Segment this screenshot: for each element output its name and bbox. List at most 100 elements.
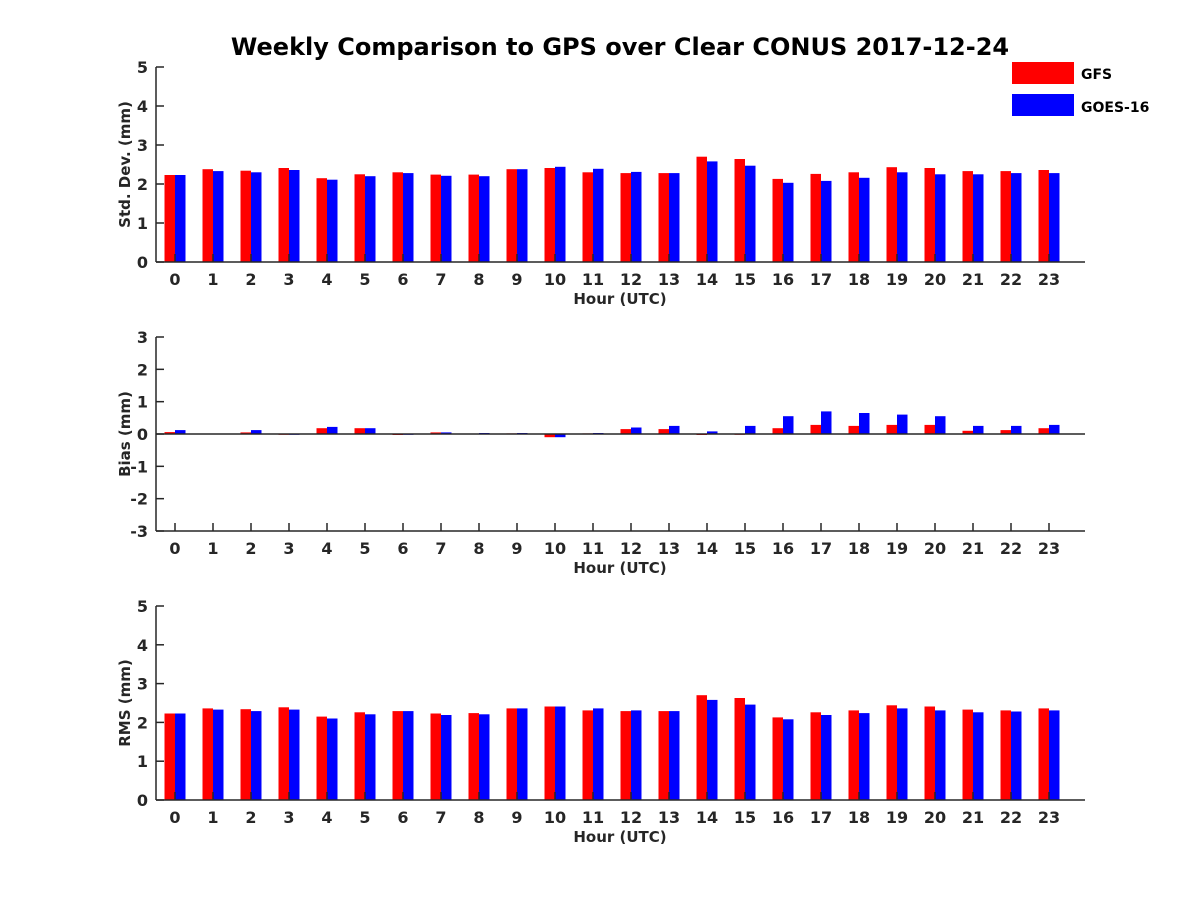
x-tick-label: 16 xyxy=(772,808,794,827)
bar-goes16-hour-4 xyxy=(327,718,338,800)
bar-goes16-hour-15 xyxy=(745,425,756,434)
bar-gfs-hour-21 xyxy=(962,430,973,434)
x-tick-label: 5 xyxy=(359,808,370,827)
y-tick-label: 0 xyxy=(137,791,148,810)
bar-goes16-hour-2 xyxy=(251,430,262,434)
y-tick-label: 3 xyxy=(137,675,148,694)
bar-goes16-hour-9 xyxy=(517,169,528,262)
bar-gfs-hour-8 xyxy=(468,713,479,800)
x-tick-label: 5 xyxy=(359,539,370,558)
bar-goes16-hour-5 xyxy=(365,176,376,262)
bar-gfs-hour-1 xyxy=(202,169,213,262)
y-tick-label: -1 xyxy=(130,457,148,476)
x-tick-label: 14 xyxy=(696,270,718,289)
x-tick-label: 15 xyxy=(734,539,756,558)
x-tick-label: 21 xyxy=(962,808,984,827)
bar-goes16-hour-20 xyxy=(935,174,946,263)
bar-gfs-hour-3 xyxy=(278,707,289,800)
bar-gfs-hour-23 xyxy=(1038,170,1049,262)
bar-gfs-hour-2 xyxy=(240,709,251,800)
bar-gfs-hour-11 xyxy=(582,710,593,800)
bar-gfs-hour-12 xyxy=(620,429,631,434)
bar-gfs-hour-21 xyxy=(962,709,973,800)
x-tick-label: 10 xyxy=(544,539,566,558)
bar-goes16-hour-19 xyxy=(897,414,908,434)
bar-goes16-hour-7 xyxy=(441,432,452,434)
bar-gfs-hour-23 xyxy=(1038,708,1049,800)
y-tick-label: 2 xyxy=(137,360,148,379)
bar-gfs-hour-3 xyxy=(278,168,289,262)
bar-goes16-hour-5 xyxy=(365,714,376,800)
x-tick-label: 10 xyxy=(544,808,566,827)
bar-gfs-hour-7 xyxy=(430,713,441,800)
y-axis-label: Bias (mm) xyxy=(116,391,134,477)
x-tick-label: 19 xyxy=(886,808,908,827)
legend-swatch-gfs xyxy=(1012,62,1074,84)
bar-goes16-hour-4 xyxy=(327,426,338,434)
x-tick-label: 12 xyxy=(620,270,642,289)
bar-gfs-hour-5 xyxy=(354,712,365,800)
y-tick-label: -3 xyxy=(130,522,148,541)
x-tick-label: 16 xyxy=(772,270,794,289)
legend: GFS GOES-16 xyxy=(1012,62,1149,116)
bar-gfs-hour-20 xyxy=(924,424,935,434)
bar-goes16-hour-3 xyxy=(289,170,300,262)
x-tick-label: 6 xyxy=(397,808,408,827)
bar-gfs-hour-16 xyxy=(772,178,783,262)
bar-gfs-hour-14 xyxy=(696,695,707,800)
bar-goes16-hour-3 xyxy=(289,709,300,800)
bar-goes16-hour-10 xyxy=(555,166,566,262)
x-tick-label: 9 xyxy=(511,270,522,289)
bar-gfs-hour-18 xyxy=(848,172,859,262)
bar-goes16-hour-2 xyxy=(251,711,262,800)
x-tick-label: 13 xyxy=(658,539,680,558)
x-tick-label: 17 xyxy=(810,270,832,289)
x-tick-label: 18 xyxy=(848,539,870,558)
x-tick-label: 17 xyxy=(810,808,832,827)
bar-gfs-hour-12 xyxy=(620,711,631,800)
x-tick-label: 3 xyxy=(283,270,294,289)
bar-gfs-hour-22 xyxy=(1000,171,1011,262)
x-tick-label: 5 xyxy=(359,270,370,289)
bar-goes16-hour-14 xyxy=(707,161,718,262)
x-tick-label: 4 xyxy=(321,539,332,558)
bar-gfs-hour-6 xyxy=(392,172,403,262)
x-tick-label: 8 xyxy=(473,539,484,558)
bar-goes16-hour-13 xyxy=(669,173,680,262)
bar-gfs-hour-17 xyxy=(810,173,821,262)
bar-goes16-hour-0 xyxy=(175,430,186,434)
bar-goes16-hour-20 xyxy=(935,710,946,800)
x-tick-label: 20 xyxy=(924,539,946,558)
bar-goes16-hour-6 xyxy=(403,173,414,262)
bar-goes16-hour-1 xyxy=(213,709,224,800)
x-tick-label: 21 xyxy=(962,539,984,558)
bar-gfs-hour-10 xyxy=(544,706,555,800)
bar-gfs-hour-20 xyxy=(924,168,935,262)
x-tick-label: 18 xyxy=(848,270,870,289)
x-tick-label: 0 xyxy=(169,539,180,558)
x-tick-label: 9 xyxy=(511,539,522,558)
bar-goes16-hour-2 xyxy=(251,172,262,262)
x-tick-label: 16 xyxy=(772,539,794,558)
y-axis-label: Std. Dev. (mm) xyxy=(116,101,134,228)
x-tick-label: 15 xyxy=(734,808,756,827)
bar-goes16-hour-18 xyxy=(859,413,870,434)
x-tick-label: 17 xyxy=(810,539,832,558)
bar-goes16-hour-13 xyxy=(669,425,680,434)
y-tick-label: 4 xyxy=(137,97,148,116)
x-tick-label: 14 xyxy=(696,539,718,558)
y-tick-label: 0 xyxy=(137,425,148,444)
bar-goes16-hour-1 xyxy=(213,171,224,262)
x-tick-label: 23 xyxy=(1038,808,1060,827)
bar-gfs-hour-23 xyxy=(1038,428,1049,434)
x-tick-label: 6 xyxy=(397,539,408,558)
bar-goes16-hour-20 xyxy=(935,416,946,434)
bar-goes16-hour-17 xyxy=(821,411,832,434)
x-tick-label: 0 xyxy=(169,808,180,827)
chart-title: Weekly Comparison to GPS over Clear CONU… xyxy=(231,33,1009,61)
bar-gfs-hour-1 xyxy=(202,708,213,800)
y-tick-label: 3 xyxy=(137,136,148,155)
